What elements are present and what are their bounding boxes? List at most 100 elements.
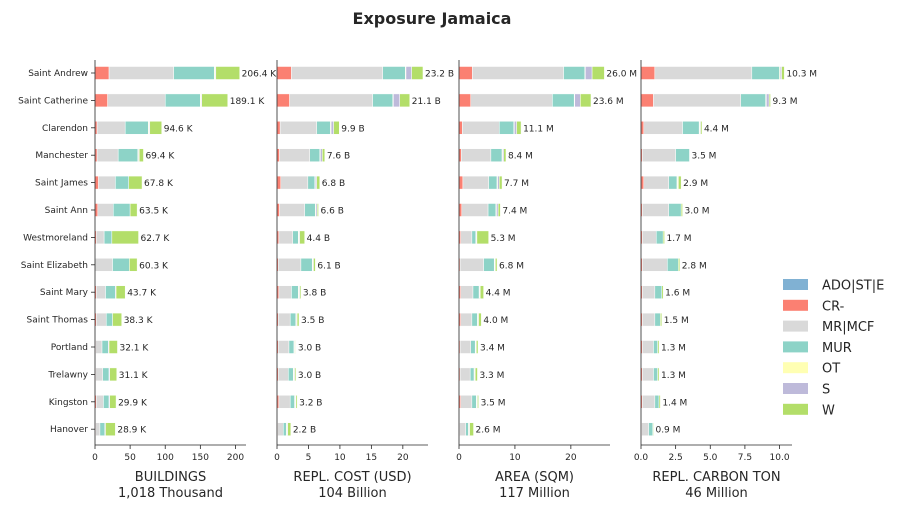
bar-westmoreland-mur [655,230,664,245]
panel-1: 206.4 K Saint Andrew 189.1 K Saint Catherin… [18,60,277,501]
total-label-manchester: 8.4 M [508,152,533,162]
bar-saint-james-mur [668,175,678,190]
bar-saint-james-cr [458,175,464,190]
bar-portland-w [657,340,660,354]
bar-saint-andrew-mur [382,66,406,80]
bar-clarendon-mur [682,121,700,135]
legend-item-mr-mcf: MR|MCF [783,320,874,335]
xtick-label: 10 [509,453,521,463]
bar-saint-ann-mr-mcf [279,203,305,217]
category-label-saint-james: Saint James [35,179,88,189]
category-label-portland: Portland [51,343,88,353]
bar-saint-james-mr-mcf [98,175,116,190]
total-label-manchester: 69.4 K [145,152,175,162]
total-label-saint-ann: 63.5 K [139,207,169,217]
legend-label: OT [822,362,840,377]
bar-saint-james-mur [307,175,315,190]
bar-saint-mary-w [115,285,126,299]
bar-saint-james-s [497,175,500,190]
legend-label: CR- [822,299,845,314]
bar-westmoreland-mur [471,230,477,245]
bar-saint-thomas-w [112,312,122,327]
bar-saint-ann-w [497,203,501,217]
bar-clarendon-mur [499,121,515,135]
bar-manchester-s [320,148,323,162]
bar-saint-andrew-w [591,66,605,80]
bar-clarendon-cr [458,121,463,135]
bar-saint-catherine-cr [458,93,471,108]
bar-saint-catherine-s [574,93,581,108]
legend-swatch [783,279,808,290]
category-label-clarendon: Clarendon [42,124,88,134]
total-label-saint-andrew: 26.0 M [606,70,637,80]
total-label-kingston: 3.5 M [481,398,506,408]
total-label-hanover: 2.6 M [476,426,501,436]
bar-clarendon-w [516,121,522,135]
bar-saint-andrew-mr-mcf [108,66,174,80]
total-label-clarendon: 94.6 K [164,124,194,134]
bar-saint-thomas-mur [654,312,661,327]
panel-2: 23.2 B 21.1 B 9.9 B 7.6 B 6.8 B 6.6 B 4.4 B 6.1… [274,60,454,501]
bar-saint-ann-s [496,203,499,217]
bar-kingston-mr-mcf [278,395,291,409]
xtick-label: 0.0 [634,453,649,463]
xtick-label: 5.0 [703,453,718,463]
legend-item-w: W [783,403,835,418]
xtick-label: 15 [366,453,377,463]
xtick-label: 200 [227,453,244,463]
bar-saint-thomas-w [296,312,300,327]
bar-saint-mary-w [480,285,484,299]
bar-portland-w [295,340,297,354]
bar-hanover-mur [99,422,106,436]
bar-saint-mary-mr-mcf [278,285,292,299]
bar-hanover-w [105,422,116,436]
bar-manchester-mur [309,148,321,162]
bar-saint-ann-mr-mcf [642,203,669,217]
bar-saint-james-cr [94,175,99,190]
total-label-manchester: 3.5 M [691,152,716,162]
bar-saint-andrew-s [405,66,412,80]
legend-label: MUR [822,341,852,356]
bar-saint-catherine-mr-mcf [470,93,553,108]
bar-clarendon-s [514,121,517,135]
total-label-kingston: 3.2 B [299,398,322,408]
legend-label: W [822,403,835,418]
bar-clarendon-cr [640,121,645,135]
bar-portland-mur [288,340,295,354]
bar-saint-thomas-w [478,312,482,327]
legend-item-mur: MUR [783,341,852,356]
legend-swatch [783,403,808,415]
bar-saint-ann-cr [458,203,463,217]
legend-swatch [783,299,808,311]
bar-kingston-mur [289,395,295,409]
xtick-label: 100 [157,453,174,463]
bar-clarendon-s [330,121,334,135]
bar-saint-james-mr-mcf [643,175,669,190]
bar-clarendon-w [700,121,703,135]
bar-portland-mr-mcf [278,340,290,354]
xtick-label: 0 [274,453,280,463]
total-label-saint-ann: 3.0 M [685,207,710,217]
total-label-saint-thomas: 4.0 M [483,316,508,326]
bar-kingston-mur [103,395,110,409]
category-label-manchester: Manchester [35,151,88,161]
legend-item-cr: CR- [783,299,845,314]
bar-hanover-mr-mcf [277,422,284,436]
bar-saint-catherine-mr-mcf [653,93,741,108]
bar-trelawny-w [474,367,478,382]
total-label-hanover: 28.9 K [117,426,147,436]
bar-clarendon-w [149,121,162,135]
bar-saint-catherine-mur [164,93,201,108]
bar-saint-mary-w [299,285,302,299]
total-label-saint-catherine: 189.1 K [230,97,266,107]
bar-clarendon-mr-mcf [279,121,317,135]
bar-manchester-mur [117,148,139,162]
bar-manchester-mr-mcf [279,148,310,162]
bar-saint-ann-mur [113,203,131,217]
bar-saint-ann-mur [487,203,497,217]
bar-saint-catherine-w [768,93,771,108]
bar-saint-thomas-mr-mcf [460,312,473,327]
bar-trelawny-w [657,367,660,382]
bar-trelawny-mr-mcf [278,367,289,382]
bar-portland-w [476,340,479,354]
